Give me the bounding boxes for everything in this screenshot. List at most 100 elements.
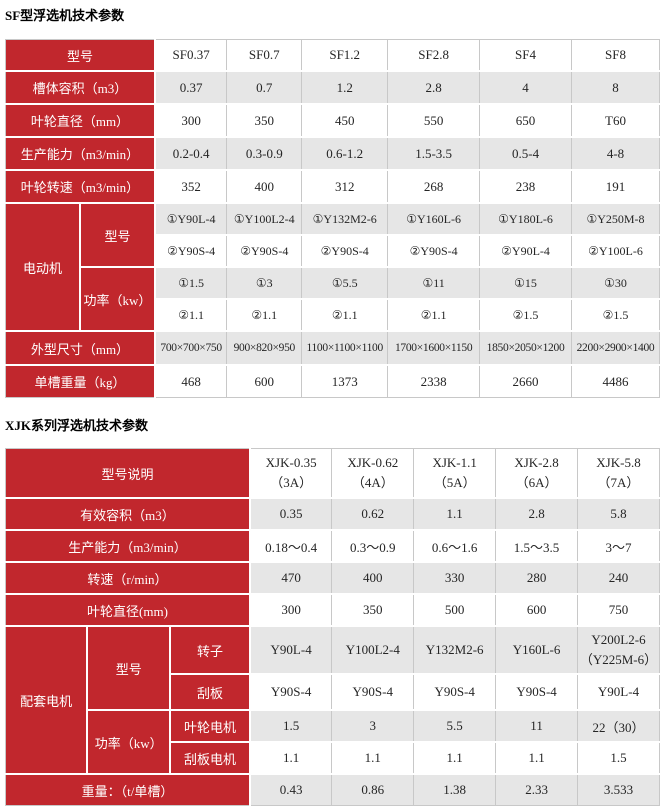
cell: 400: [331, 562, 415, 595]
motor-group-label: 电动机: [5, 203, 82, 332]
cell: 1.5～3.5: [495, 530, 578, 563]
row-label: 生产能力（m3/min）: [5, 530, 251, 563]
cell: ②1.1: [154, 299, 228, 332]
cell: ①11: [387, 267, 481, 300]
sf-model-header: SF8: [571, 39, 661, 72]
model-name-line: （4A）: [351, 475, 394, 490]
cell: 330: [413, 562, 497, 595]
cell: 1700×1600×1150: [387, 331, 481, 366]
impeller-motor-label: 叶轮电机: [170, 710, 251, 743]
xjk-row-weight: 重量：（t/单槽） 0.43 0.86 1.38 2.33 3.533: [5, 774, 660, 806]
cell: ②1.1: [387, 299, 481, 332]
xjk-table-title: XJK系列浮选机技术参数: [5, 418, 149, 433]
cell: ①5.5: [301, 267, 389, 300]
cell: T60: [571, 104, 661, 138]
cell: 1.5: [577, 742, 660, 775]
sf-model-header: SF2.8: [387, 39, 481, 72]
cell: ①Y90L-4: [154, 203, 228, 236]
cell: Y200L2-6 （Y225M-6）: [577, 626, 660, 675]
motor-power-label: 功率（kw）: [87, 710, 172, 775]
cell: 1.1: [331, 742, 415, 775]
rotor-label: 转子: [170, 626, 251, 675]
cell: 400: [226, 170, 303, 204]
xjk-corner-label: 型号说明: [5, 448, 251, 499]
cell: 1.1: [249, 742, 333, 775]
sf-row-impeller-speed: 叶轮转速（m3/min） 352 400 312 268 238 191: [5, 170, 661, 204]
cell: 468: [154, 365, 228, 398]
cell: 2660: [479, 365, 572, 398]
cell: 1.1: [413, 742, 497, 775]
cell: 0.6～1.6: [413, 530, 497, 563]
cell: 450: [301, 104, 389, 138]
sf-spec-table: 型号 SF0.37 SF0.7 SF1.2 SF2.8 SF4 SF8 槽体容积…: [5, 39, 661, 398]
cell: 1.2: [301, 71, 389, 105]
cell: 1.5-3.5: [387, 137, 481, 171]
sf-row-tank-volume: 槽体容积（m3） 0.37 0.7 1.2 2.8 4 8: [5, 71, 661, 105]
cell: Y132M2-6: [413, 626, 497, 675]
cell: 0.3-0.9: [226, 137, 303, 171]
row-label: 转速（r/min）: [5, 562, 251, 595]
cell: 5.5: [413, 710, 497, 743]
cell: Y90S-4: [249, 674, 333, 711]
cell: ①Y100L2-4: [226, 203, 303, 236]
sf-row-motor-power-1: 功率（kw） ①1.5 ①3 ①5.5 ①11 ①15 ①30: [6, 267, 661, 332]
cell: 4: [479, 71, 572, 105]
sf-row-capacity: 生产能力（m3/min） 0.2-0.4 0.3-0.9 0.6-1.2 1.5…: [5, 137, 661, 171]
cell: 2200×2900×1400: [571, 331, 661, 366]
xjk-row-impeller-diameter: 叶轮直径(mm) 300 350 500 600 750: [5, 594, 660, 627]
cell: ②1.5: [571, 299, 661, 332]
model-name-line: （7A）: [597, 475, 640, 490]
cell: Y90S-4: [331, 674, 415, 711]
row-label: 槽体容积（m3）: [5, 71, 156, 105]
cell: ②Y90S-4: [301, 235, 389, 268]
xjk-model-header: XJK-0.62 （4A）: [331, 448, 415, 499]
cell: ②1.5: [479, 299, 572, 332]
sf-table-title: SF型浮选机技术参数: [5, 8, 125, 23]
cell: 350: [226, 104, 303, 138]
motor-model-label: 型号: [87, 626, 172, 711]
cell: 22（30）: [577, 710, 660, 743]
sf-row-dimensions: 外型尺寸（mm） 700×700×750 900×820×950 1100×11…: [5, 331, 661, 366]
cell: 750: [577, 594, 660, 627]
sf-header-row: 型号 SF0.37 SF0.7 SF1.2 SF2.8 SF4 SF8: [5, 39, 661, 72]
cell: 470: [249, 562, 333, 595]
motor-model-label: 型号: [80, 203, 156, 268]
cell: 550: [387, 104, 481, 138]
cell: 500: [413, 594, 497, 627]
cell: 352: [154, 170, 228, 204]
cell: 1.38: [413, 774, 497, 806]
cell: 11: [495, 710, 578, 743]
sf-model-header: SF0.37: [154, 39, 228, 72]
cell: 2.8: [495, 498, 578, 531]
cell: 650: [479, 104, 572, 138]
sf-row-motor-model-1: 电动机 型号 ①Y90L-4 ①Y100L2-4 ①Y132M2-6 ①Y160…: [5, 203, 661, 332]
cell: 900×820×950: [226, 331, 303, 366]
xjk-row-effective-volume: 有效容积（m3） 0.35 0.62 1.1 2.8 5.8: [5, 498, 660, 531]
sf-row-motor-power-2: ②1.1 ②1.1 ②1.1 ②1.1 ②1.5 ②1.5: [6, 299, 661, 332]
xjk-row-speed: 转速（r/min） 470 400 330 280 240: [5, 562, 660, 595]
cell: 5.8: [577, 498, 660, 531]
cell: 4-8: [571, 137, 661, 171]
cell: 0.6-1.2: [301, 137, 389, 171]
motor-power-label: 功率（kw）: [80, 267, 156, 332]
cell: 2.8: [387, 71, 481, 105]
cell: 350: [331, 594, 415, 627]
xjk-model-header: XJK-5.8 （7A）: [577, 448, 660, 499]
cell: ①Y250M-8: [571, 203, 661, 236]
cell: ①Y180L-6: [479, 203, 572, 236]
cell: 1.1: [413, 498, 497, 531]
cell: ①1.5: [154, 267, 228, 300]
cell: 2.33: [495, 774, 578, 806]
cell: 1100×1100×1100: [301, 331, 389, 366]
cell: 1373: [301, 365, 389, 398]
motor-group-label: 配套电机: [5, 626, 89, 775]
row-label: 叶轮转速（m3/min）: [5, 170, 156, 204]
row-label: 有效容积（m3）: [5, 498, 251, 531]
cell: 191: [571, 170, 661, 204]
model-name-line: （3A）: [270, 475, 313, 490]
cell: 300: [154, 104, 228, 138]
cell: Y90S-4: [413, 674, 497, 711]
cell: 238: [479, 170, 572, 204]
xjk-row-scraper: 刮板 Y90S-4 Y90S-4 Y90S-4 Y90S-4 Y90L-4: [6, 674, 660, 711]
xjk-row-impeller-motor: 功率（kw） 叶轮电机 1.5 3 5.5 11 22（30）: [6, 710, 660, 775]
